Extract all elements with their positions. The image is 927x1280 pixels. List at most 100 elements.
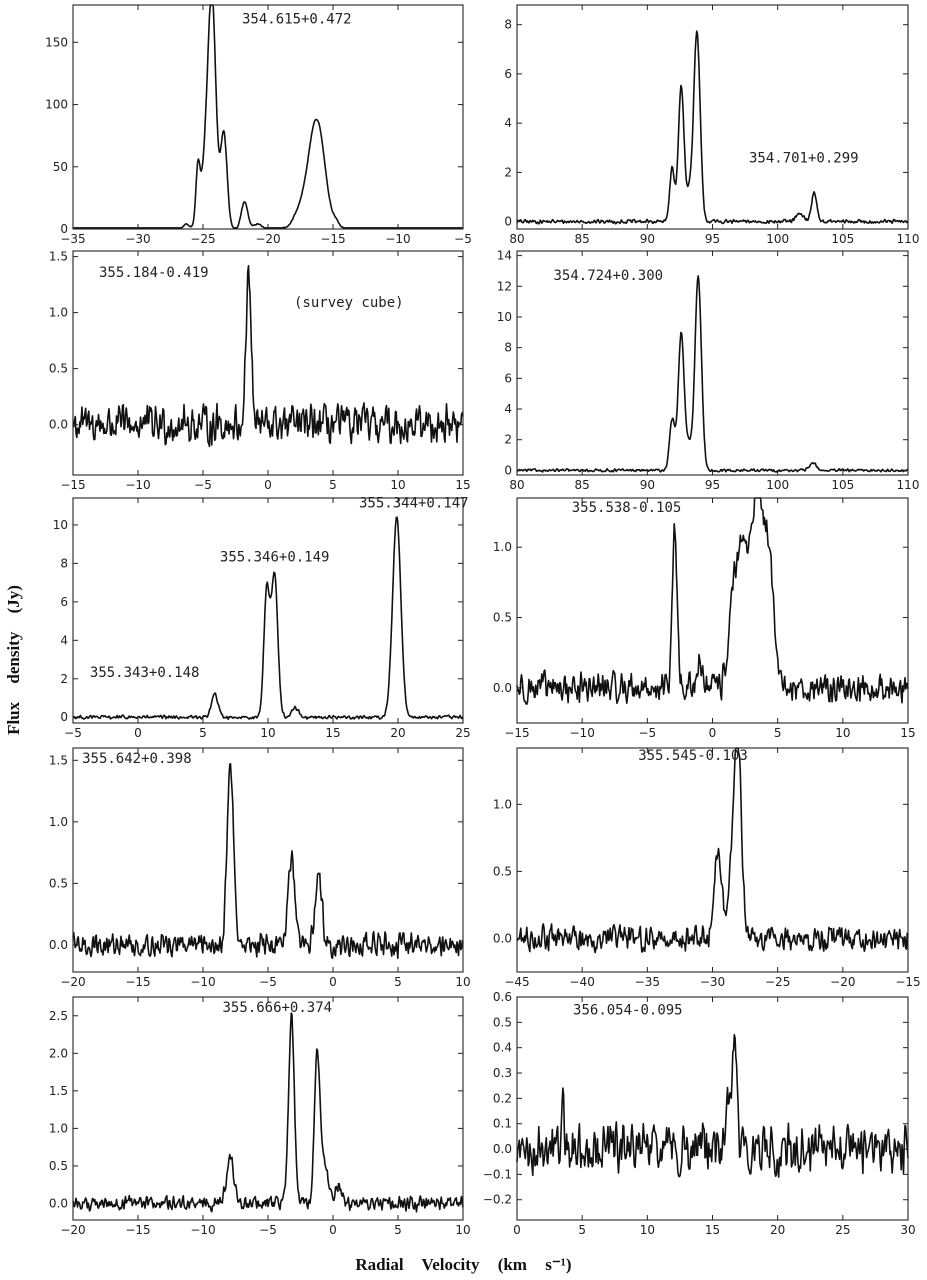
x-tick-label: 0 [329, 975, 337, 989]
source-label: 355.545-0.103 [638, 748, 748, 764]
x-tick-label: 15 [705, 1223, 720, 1237]
y-tick-label: 50 [53, 160, 68, 174]
y-tick-label: 2 [504, 165, 512, 179]
x-tick-label: −25 [190, 232, 215, 246]
spectrum-line [516, 30, 909, 225]
y-tick-label: 0.0 [493, 931, 512, 945]
y-tick-label: 0.0 [49, 418, 68, 432]
y-tick-label: 2.0 [49, 1046, 68, 1060]
y-tick-label: 0 [60, 222, 68, 236]
x-tick-label: −35 [60, 232, 85, 246]
y-tick-label: 4 [60, 633, 68, 647]
x-tick-label: 15 [455, 478, 470, 492]
x-tick-label: 10 [835, 726, 850, 740]
panel-7: −20 −15 −10 −5 0 5 10 0.0 0.5 1.0 1.5 355.642+0.398 [49, 747, 471, 989]
y-tick-label: 0.0 [493, 1142, 512, 1156]
x-tick-label: −30 [700, 975, 725, 989]
panel-1: −35 −30 −25 −20 −15 −10 −5 0 50 100 150 354.615+0.4… [45, 4, 472, 246]
y-tick-label: 1.0 [493, 797, 512, 811]
panel-2: 80 85 90 95 100 105 110 0 2 4 6 8 354.701+0.299 [504, 4, 920, 246]
y-tick-label: 0.5 [493, 611, 512, 625]
panel-4: 80 85 90 95 100 105 110 0 2 4 6 8 10 12 14 354.724+0.30… [497, 249, 920, 492]
panel-9: −20 −15 −10 −5 0 5 10 0.0 0.5 1.0 1.5 2.0 2.5 355.666… [49, 996, 471, 1237]
x-tick-label: 80 [509, 232, 524, 246]
x-tick-label: −15 [125, 1223, 150, 1237]
plot-frame [72, 4, 464, 230]
x-tick-label: −20 [60, 1223, 85, 1237]
y-tick-label: 8 [504, 18, 512, 32]
source-label: 355.343+0.148 [90, 665, 200, 681]
x-tick-label: 30 [900, 1223, 915, 1237]
x-tick-label: 25 [455, 726, 470, 740]
x-tick-label: 110 [897, 232, 920, 246]
x-tick-label: −25 [765, 975, 790, 989]
plot-frame [516, 996, 909, 1221]
panel-6: −15 −10 −5 0 5 10 15 0.0 0.5 1.0 355.538-0.105 [493, 497, 916, 740]
x-tick-label: −15 [125, 975, 150, 989]
x-tick-label: −15 [320, 232, 345, 246]
y-tick-label: 150 [45, 35, 68, 49]
x-tick-label: 15 [900, 726, 915, 740]
x-tick-label: 0 [134, 726, 142, 740]
x-tick-label: 0 [709, 726, 717, 740]
y-tick-label: 0.3 [493, 1066, 512, 1080]
x-tick-label: 10 [390, 478, 405, 492]
spectrum-line [72, 264, 464, 448]
x-tick-label: −5 [194, 478, 212, 492]
source-label: 355.344+0.147 [359, 496, 469, 512]
y-axis-label: Flux density (Jy) [4, 585, 23, 735]
x-tick-label: −20 [255, 232, 280, 246]
y-tick-label: 0.0 [493, 681, 512, 695]
x-tick-label: 5 [394, 1223, 402, 1237]
x-tick-label: −5 [454, 232, 472, 246]
y-tick-label: 1.0 [49, 306, 68, 320]
x-tick-label: −35 [635, 975, 660, 989]
x-tick-label: −10 [570, 726, 595, 740]
x-tick-label: 0 [513, 1223, 521, 1237]
x-tick-label: 10 [640, 1223, 655, 1237]
panel-5: −5 0 5 10 15 20 25 0 2 4 6 8 10 355.344+0.147 355.346+… [53, 496, 471, 740]
y-tick-label: −0.2 [483, 1193, 512, 1207]
panel-3: −15 −10 −5 0 5 10 15 0.0 0.5 1.0 1.5 355.184-0.419 (… [49, 250, 471, 492]
x-tick-label: −5 [64, 726, 82, 740]
x-tick-label: −45 [504, 975, 529, 989]
source-label: 355.346+0.149 [220, 549, 330, 565]
y-tick-label: 0.2 [493, 1091, 512, 1105]
source-label: 356.054-0.095 [573, 1003, 683, 1019]
source-label: 354.615+0.472 [242, 12, 352, 28]
x-tick-label: 10 [260, 726, 275, 740]
y-tick-label: 1.5 [49, 1084, 68, 1098]
x-tick-label: −10 [385, 232, 410, 246]
x-tick-label: −5 [259, 1223, 277, 1237]
x-tick-label: −20 [60, 975, 85, 989]
x-tick-label: −15 [504, 726, 529, 740]
x-tick-label: 0 [264, 478, 272, 492]
y-tick-label: 1.0 [49, 1121, 68, 1135]
x-tick-label: −40 [570, 975, 595, 989]
x-tick-label: −10 [125, 478, 150, 492]
x-tick-label: 100 [766, 232, 789, 246]
x-tick-label: −10 [190, 1223, 215, 1237]
y-tick-label: 2 [504, 433, 512, 447]
spectrum-line [516, 497, 909, 706]
y-tick-label: 0.5 [49, 1159, 68, 1173]
y-tick-label: 2 [60, 672, 68, 686]
y-tick-label: 1.0 [49, 815, 68, 829]
spectrum-line [516, 747, 909, 954]
x-tick-label: 20 [770, 1223, 785, 1237]
spectrum-line [72, 4, 464, 229]
plot-frame [72, 996, 464, 1221]
y-tick-label: 0 [504, 215, 512, 229]
x-tick-label: 100 [766, 478, 789, 492]
y-tick-label: 0.5 [493, 1015, 512, 1029]
x-tick-label: 85 [575, 478, 590, 492]
x-tick-label: 90 [640, 232, 655, 246]
y-tick-label: 0.4 [493, 1041, 512, 1055]
plot-frame [516, 250, 909, 476]
x-tick-label: −15 [60, 478, 85, 492]
y-tick-label: −0.1 [483, 1167, 512, 1181]
x-tick-label: 105 [831, 478, 854, 492]
panel-8: −45 −40 −35 −30 −25 −20 −15 0.0 0.5 1.0 355.545-0.… [493, 747, 921, 989]
plot-frame [72, 250, 464, 476]
